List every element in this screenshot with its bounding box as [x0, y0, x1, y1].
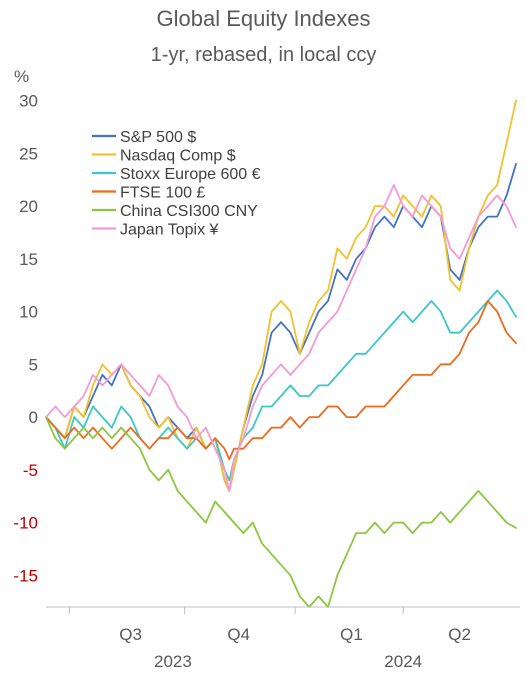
- y-tick-label: 5: [29, 355, 38, 374]
- x-year-label: 2023: [154, 652, 192, 671]
- series-line-1: [45, 99, 517, 492]
- legend-label-4: China CSI300 CNY: [120, 203, 258, 220]
- series-lines: [45, 99, 517, 608]
- legend-label-2: Stoxx Europe 600 €: [120, 166, 261, 183]
- x-quarter-label: Q4: [227, 625, 250, 644]
- series-line-0: [45, 163, 517, 492]
- series-line-2: [45, 289, 517, 482]
- y-tick-label: 30: [19, 92, 38, 111]
- legend-label-1: Nasdaq Comp $: [120, 148, 236, 165]
- series-line-3: [45, 300, 517, 461]
- y-tick-label: -15: [13, 566, 38, 585]
- x-quarter-label: Q1: [340, 625, 363, 644]
- y-tick-label: 10: [19, 303, 38, 322]
- x-quarter-label: Q2: [448, 625, 471, 644]
- y-tick-label: 0: [29, 408, 38, 427]
- x-year-label: 2024: [384, 652, 422, 671]
- chart-subtitle: 1-yr, rebased, in local ccy: [150, 44, 377, 66]
- y-axis-unit-label: %: [14, 67, 29, 86]
- series-line-4: [45, 416, 517, 608]
- x-quarter-label: Q3: [119, 625, 142, 644]
- legend-label-3: FTSE 100 £: [120, 185, 205, 202]
- chart-title: Global Equity Indexes: [156, 6, 371, 31]
- legend: S&P 500 $ Nasdaq Comp $Stoxx Europe 600 €…: [92, 129, 261, 239]
- y-tick-label: 25: [19, 144, 38, 163]
- y-tick-label: 20: [19, 197, 38, 216]
- legend-label-0: S&P 500 $: [120, 129, 196, 146]
- series-line-5: [45, 184, 517, 492]
- x-axis-ticks: Q3 Q4 Q1 Q2 2023 2024: [69, 607, 471, 671]
- y-tick-label: -10: [13, 514, 38, 533]
- y-tick-label: -5: [23, 461, 38, 480]
- y-tick-label: 15: [19, 250, 38, 269]
- y-axis-ticks: 30 25 20 15 10 5 0 -5 -10 -15: [13, 92, 38, 586]
- legend-label-5: Japan Topix ¥: [120, 222, 219, 239]
